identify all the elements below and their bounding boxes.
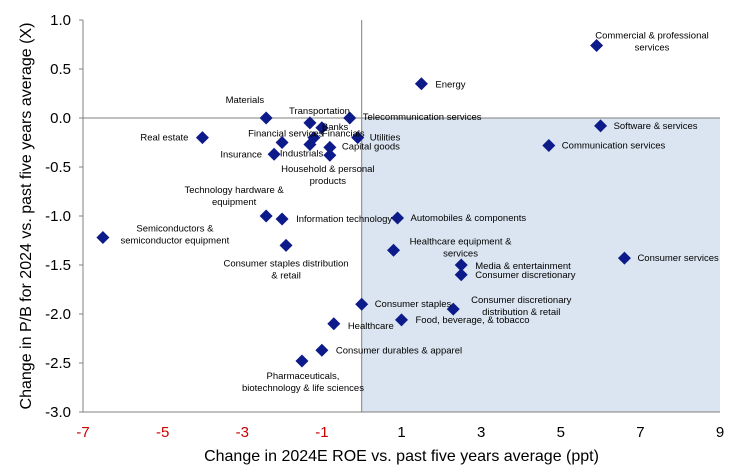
point-label: Food, beverage, & tobacco: [416, 315, 530, 326]
point-label: Telecommunication services: [363, 112, 482, 123]
y-tick-label: 0.5: [50, 61, 71, 78]
y-tick-label: -3.0: [45, 404, 71, 421]
data-point: [387, 243, 401, 257]
data-point: [259, 209, 273, 223]
point-label: Healthcare equipment & services: [410, 236, 513, 259]
data-point: [323, 140, 337, 154]
data-point: [96, 231, 110, 245]
data-point: [454, 258, 468, 272]
point-label: Consumer staples distribution & retail: [223, 258, 348, 281]
data-points: [96, 38, 631, 368]
point-label: Healthcare: [348, 321, 394, 332]
data-point: [414, 77, 428, 91]
y-tick-label: -2.0: [45, 306, 71, 323]
x-tick-label: 1: [397, 424, 405, 441]
point-label: Consumer services: [637, 253, 719, 264]
point-label: Software & services: [614, 121, 698, 132]
data-point: [391, 211, 405, 225]
point-labels: Commercial & professional services Energy M…: [121, 30, 719, 394]
data-point: [594, 119, 608, 133]
point-label: Automobiles & components: [411, 213, 527, 224]
data-point: [275, 212, 289, 226]
data-point: [446, 302, 460, 316]
x-tick-label: 5: [557, 424, 565, 441]
data-point: [454, 268, 468, 282]
data-point: [259, 111, 273, 125]
point-label: Utilities: [370, 133, 401, 144]
y-tick-labels: 1.0 0.5 0.0 -0.5 -1.0 -1.5 -2.0 -2.5 -3.0: [45, 12, 83, 421]
point-label: Transportation: [289, 106, 350, 117]
point-label: Commercial & professional services: [595, 30, 709, 53]
x-tick-label: 9: [716, 424, 724, 441]
data-point: [590, 38, 604, 52]
x-tick-label: -1: [315, 424, 328, 441]
x-tick-label: -3: [236, 424, 249, 441]
point-label: Consumer durables & apparel: [336, 345, 462, 356]
shaded-quadrant: [361, 118, 720, 412]
point-label: Financial services: [248, 129, 324, 140]
x-tick-label: -5: [156, 424, 169, 441]
y-tick-label: -1.0: [45, 208, 71, 225]
y-tick-label: -1.5: [45, 257, 71, 274]
data-point: [279, 238, 293, 252]
point-label: Semiconductors & semiconductor equipment: [121, 224, 230, 247]
y-tick-label: -2.5: [45, 355, 71, 372]
data-point: [267, 147, 281, 161]
data-point: [303, 137, 317, 151]
data-point: [343, 111, 357, 125]
x-tick-label: 3: [477, 424, 485, 441]
data-point: [295, 354, 309, 368]
data-point: [617, 251, 631, 265]
data-point: [351, 131, 365, 145]
y-axis-title: Change in P/B for 2024 vs. past five yea…: [18, 23, 35, 410]
point-label: Banks: [322, 122, 349, 133]
data-point: [303, 116, 317, 130]
data-point: [395, 313, 408, 327]
y-tick-label: -0.5: [45, 159, 71, 176]
point-label: Capital goods: [342, 141, 400, 152]
point-label: Real estate: [140, 133, 188, 144]
data-point: [195, 131, 209, 145]
data-point: [542, 138, 556, 152]
point-label: Consumer discretionary: [475, 270, 576, 281]
point-label: Industrials: [280, 148, 324, 159]
x-tick-labels: -7 -5 -3 -1 1 3 5 7 9: [76, 424, 724, 441]
point-label: Information technology: [296, 214, 392, 225]
point-label: Consumer discretionary distribution & ret…: [471, 295, 572, 318]
point-label: Materials: [226, 95, 265, 106]
point-label: Technology hardware & equipment: [184, 185, 284, 208]
y-tick-label: 1.0: [50, 12, 71, 29]
point-label: Financials: [322, 129, 365, 140]
point-label: Media & entertainment: [475, 261, 571, 272]
point-label: Pharmaceuticals, biotechnology & life sci…: [242, 371, 364, 394]
x-tick-label: -7: [76, 424, 89, 441]
data-point: [323, 148, 337, 162]
data-point: [315, 343, 329, 357]
point-label: Energy: [435, 80, 465, 91]
data-point: [315, 121, 329, 135]
point-label: Household & personal products: [281, 164, 374, 187]
y-tick-label: 0.0: [50, 110, 71, 127]
data-point: [355, 297, 369, 311]
data-point: [275, 136, 289, 149]
data-point: [327, 317, 341, 331]
point-label: Insurance: [220, 149, 262, 160]
point-label: Consumer staples: [375, 299, 452, 310]
point-label: Communication services: [562, 140, 666, 151]
x-axis-title: Change in 2024E ROE vs. past five years …: [204, 448, 599, 465]
x-tick-label: 7: [636, 424, 644, 441]
